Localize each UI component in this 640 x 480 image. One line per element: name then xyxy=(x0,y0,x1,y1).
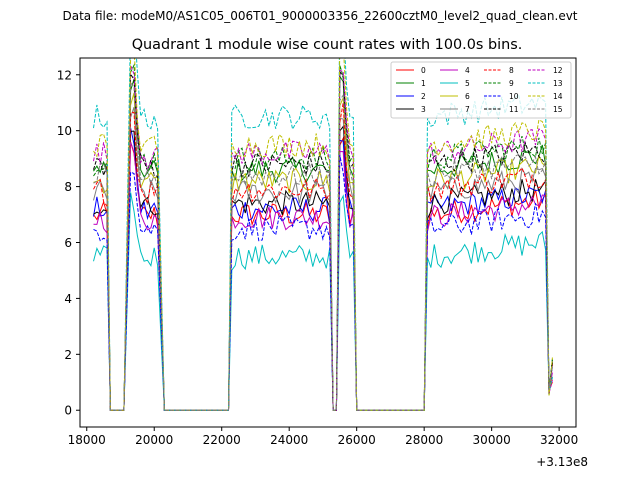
x-tick-label: 32000 xyxy=(540,433,578,447)
figure-suptitle: Data file: modeM0/AS1C05_006T01_90000033… xyxy=(62,9,577,23)
legend-label: 13 xyxy=(553,79,563,88)
legend-label: 10 xyxy=(509,92,519,101)
legend-box xyxy=(390,61,572,119)
series-line-14 xyxy=(93,58,553,411)
series-line-12 xyxy=(93,65,553,411)
x-offset-label: +3.13e8 xyxy=(536,455,588,469)
x-tick-label: 22000 xyxy=(203,433,241,447)
legend-label: 14 xyxy=(553,92,563,101)
x-tick-label: 20000 xyxy=(135,433,173,447)
x-tick-label: 18000 xyxy=(68,433,106,447)
y-tick-label: 12 xyxy=(57,68,72,82)
series-line-5 xyxy=(93,192,553,411)
x-tick-label: 24000 xyxy=(270,433,308,447)
legend-label: 3 xyxy=(421,105,426,114)
tick-layer: 18000 20000 22000 24000 26000 28000 30000 32000… xyxy=(57,68,579,447)
y-tick-label: 8 xyxy=(64,180,72,194)
x-tick-label: 30000 xyxy=(473,433,511,447)
legend-label: 4 xyxy=(465,66,470,75)
legend-label: 8 xyxy=(509,66,514,75)
y-tick-label: 2 xyxy=(64,348,72,362)
legend-label: 7 xyxy=(465,105,470,114)
legend-label: 11 xyxy=(509,105,519,114)
x-tick-label: 26000 xyxy=(338,433,376,447)
plot-frame xyxy=(79,57,577,428)
y-tick-label: 0 xyxy=(64,404,72,418)
x-tick-label: 28000 xyxy=(405,433,443,447)
series-layer xyxy=(93,58,553,411)
legend-label: 12 xyxy=(553,66,563,75)
series-line-15 xyxy=(93,80,553,411)
legend-label: 9 xyxy=(509,79,514,88)
series-line-9 xyxy=(93,63,553,411)
legend-label: 1 xyxy=(421,79,426,88)
y-tick-label: 4 xyxy=(64,292,72,306)
legend-label: 15 xyxy=(553,105,563,114)
legend-label: 5 xyxy=(465,79,470,88)
legend-label: 0 xyxy=(421,66,426,75)
chart-title: Quadrant 1 module wise count rates with … xyxy=(132,37,523,53)
legend-label: 6 xyxy=(465,92,470,101)
y-tick-label: 10 xyxy=(57,124,72,138)
legend-label: 2 xyxy=(421,92,426,101)
y-tick-label: 6 xyxy=(64,236,72,250)
